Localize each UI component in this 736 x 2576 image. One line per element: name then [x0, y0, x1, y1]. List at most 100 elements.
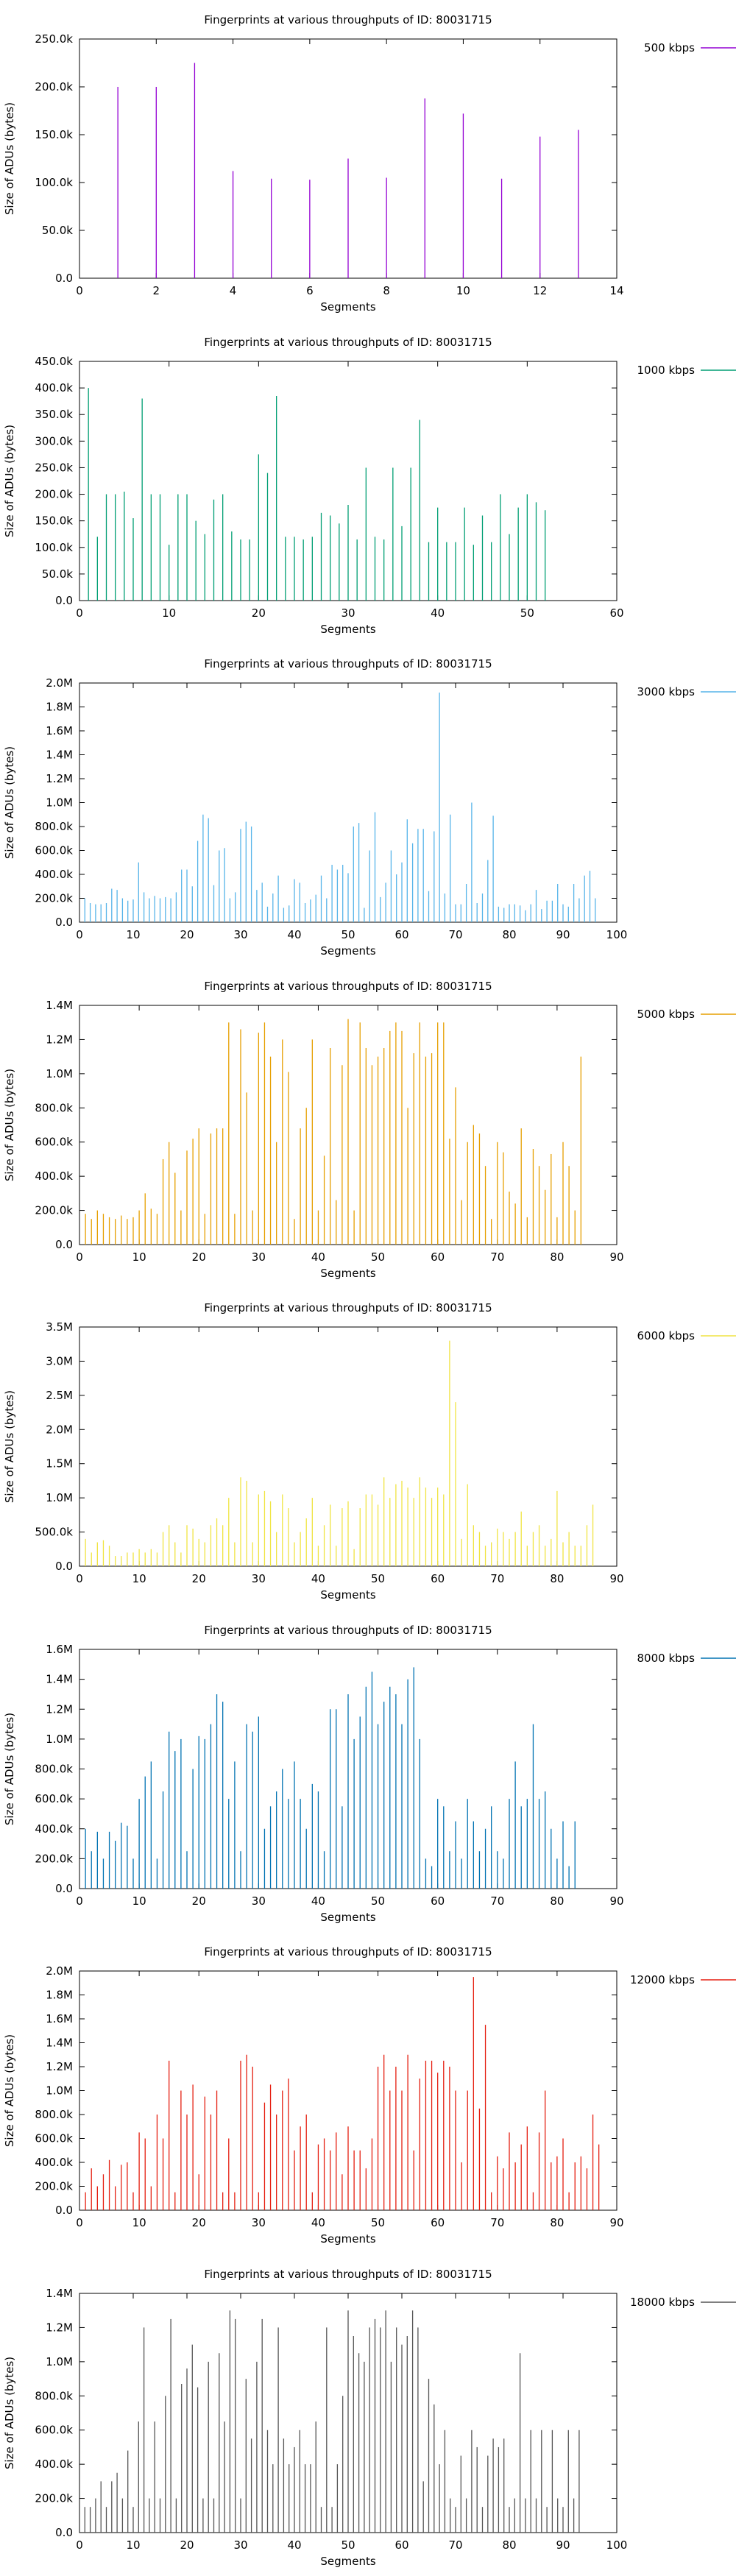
y-tick-label: 300.0k — [35, 434, 73, 447]
x-tick-label: 20 — [192, 1894, 206, 1908]
y-tick-label: 3.5M — [46, 1320, 73, 1334]
x-axis-label: Segments — [320, 2232, 376, 2246]
y-axis-label: Size of ADUs (bytes) — [3, 424, 16, 537]
x-tick-label: 30 — [252, 1572, 266, 1585]
x-tick-label: 6 — [306, 284, 314, 297]
y-axis-label: Size of ADUs (bytes) — [3, 1390, 16, 1503]
y-tick-label: 2.0M — [46, 676, 73, 690]
x-tick-label: 0 — [76, 2538, 83, 2552]
y-tick-label: 1.6M — [46, 1643, 73, 1656]
y-tick-label: 50.0k — [42, 567, 73, 580]
legend-label: 6000 kbps — [637, 1329, 696, 1342]
y-tick-label: 800.0k — [35, 2389, 73, 2402]
y-tick-label: 1.5M — [46, 1457, 73, 1471]
x-tick-label: 60 — [394, 2538, 408, 2552]
x-tick-label: 0 — [76, 1250, 83, 1264]
y-tick-label: 50.0k — [42, 224, 73, 237]
x-tick-label: 70 — [490, 1250, 504, 1264]
y-tick-label: 800.0k — [35, 820, 73, 833]
chart-panel-3: Fingerprints at various throughputs of I… — [3, 657, 736, 958]
x-tick-label: 70 — [490, 1894, 504, 1908]
x-tick-label: 0 — [76, 284, 83, 297]
x-tick-label: 50 — [520, 606, 534, 620]
y-tick-label: 1.6M — [46, 2012, 73, 2025]
y-tick-label: 0.0 — [55, 2526, 73, 2539]
y-tick-label: 1.2M — [46, 1033, 73, 1046]
x-tick-label: 2 — [153, 284, 160, 297]
x-tick-label: 80 — [550, 1894, 564, 1908]
chart-panel-2: Fingerprints at various throughputs of I… — [3, 336, 736, 636]
x-tick-label: 40 — [287, 2538, 301, 2552]
y-tick-label: 150.0k — [35, 514, 73, 527]
y-tick-label: 0.0 — [55, 594, 73, 607]
x-tick-label: 10 — [456, 284, 470, 297]
x-tick-label: 100 — [606, 2538, 628, 2552]
x-tick-label: 30 — [252, 1894, 266, 1908]
x-tick-label: 80 — [502, 928, 516, 941]
y-tick-label: 1.2M — [46, 1702, 73, 1716]
x-axis-label: Segments — [320, 1588, 376, 1602]
y-tick-label: 0.0 — [55, 1238, 73, 1251]
x-tick-label: 10 — [162, 606, 176, 620]
x-axis-label: Segments — [320, 1911, 376, 1924]
chart-title: Fingerprints at various throughputs of I… — [204, 1624, 492, 1637]
y-tick-label: 100.0k — [35, 540, 73, 553]
x-tick-label: 70 — [448, 928, 462, 941]
x-tick-label: 20 — [252, 606, 266, 620]
chart-panel-7: Fingerprints at various throughputs of I… — [3, 1945, 736, 2246]
y-tick-label: 200.0k — [35, 2491, 73, 2505]
x-tick-label: 0 — [76, 606, 83, 620]
y-tick-label: 1.6M — [46, 724, 73, 737]
x-tick-label: 4 — [230, 284, 237, 297]
x-tick-label: 40 — [311, 1894, 325, 1908]
x-tick-label: 10 — [126, 2538, 140, 2552]
x-tick-label: 20 — [180, 928, 194, 941]
x-tick-label: 100 — [606, 928, 628, 941]
x-tick-label: 90 — [556, 928, 570, 941]
chart-panel-5: Fingerprints at various throughputs of I… — [3, 1301, 736, 1602]
chart-panel-1: Fingerprints at various throughputs of I… — [3, 13, 736, 314]
chart-panel-4: Fingerprints at various throughputs of I… — [3, 980, 736, 1280]
y-axis-label: Size of ADUs (bytes) — [3, 1712, 16, 1825]
y-tick-label: 600.0k — [35, 2423, 73, 2436]
y-tick-label: 200.0k — [35, 80, 73, 93]
x-axis-label: Segments — [320, 300, 376, 314]
y-tick-label: 400.0k — [35, 2156, 73, 2169]
chart-title: Fingerprints at various throughputs of I… — [204, 2268, 492, 2281]
x-tick-label: 30 — [341, 606, 355, 620]
x-tick-label: 40 — [311, 1572, 325, 1585]
x-tick-label: 90 — [609, 1572, 623, 1585]
y-axis-label: Size of ADUs (bytes) — [3, 2356, 16, 2469]
x-tick-label: 50 — [371, 1894, 385, 1908]
y-tick-label: 400.0k — [35, 868, 73, 881]
chart-title: Fingerprints at various throughputs of I… — [204, 1301, 492, 1314]
y-axis-label: Size of ADUs (bytes) — [3, 746, 16, 859]
y-axis-label: Size of ADUs (bytes) — [3, 2034, 16, 2147]
y-tick-label: 1.0M — [46, 1732, 73, 1745]
x-axis-label: Segments — [320, 944, 376, 958]
y-tick-label: 600.0k — [35, 1135, 73, 1148]
chart-title: Fingerprints at various throughputs of I… — [204, 13, 492, 26]
legend-label: 1000 kbps — [637, 364, 696, 377]
y-tick-label: 100.0k — [35, 176, 73, 189]
x-tick-label: 30 — [252, 2216, 266, 2229]
y-tick-label: 250.0k — [35, 32, 73, 46]
x-tick-label: 40 — [311, 1250, 325, 1264]
y-tick-label: 3.0M — [46, 1354, 73, 1367]
y-tick-label: 0.0 — [55, 1882, 73, 1895]
x-tick-label: 30 — [233, 2538, 247, 2552]
y-tick-label: 150.0k — [35, 128, 73, 141]
x-tick-label: 20 — [192, 1572, 206, 1585]
y-tick-label: 800.0k — [35, 2108, 73, 2121]
x-tick-label: 10 — [132, 1250, 146, 1264]
x-axis-label: Segments — [320, 2555, 376, 2568]
x-tick-label: 10 — [126, 928, 140, 941]
x-tick-label: 70 — [448, 2538, 462, 2552]
x-tick-label: 90 — [609, 1250, 623, 1264]
y-tick-label: 1.4M — [46, 749, 73, 762]
x-tick-label: 60 — [431, 1894, 445, 1908]
x-tick-label: 90 — [556, 2538, 570, 2552]
y-tick-label: 1.4M — [46, 1672, 73, 1685]
x-tick-label: 60 — [431, 2216, 445, 2229]
